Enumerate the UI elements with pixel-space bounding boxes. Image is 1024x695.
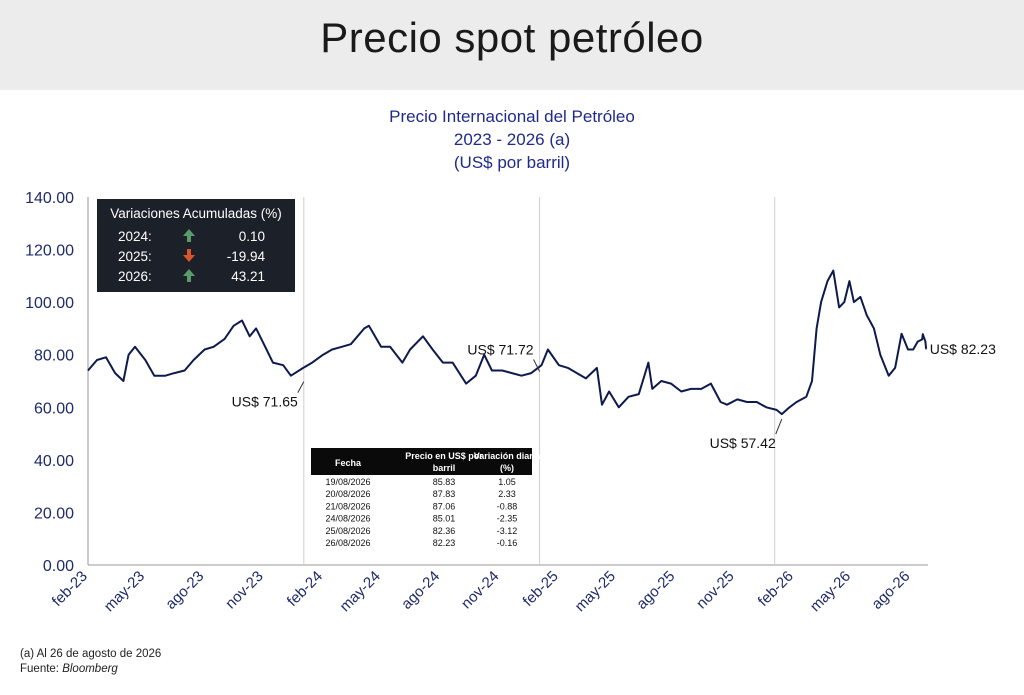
table-cell-change: -0.16 bbox=[497, 538, 518, 548]
x-tick-label: ago-25 bbox=[633, 568, 678, 613]
price-annotation: US$ 57.42 bbox=[710, 435, 776, 451]
table-row: 19/08/2026 85.83 1.05 bbox=[325, 477, 515, 487]
variation-value: 0.10 bbox=[239, 229, 265, 244]
header-bar: Precio spot petróleo bbox=[0, 0, 1024, 90]
table-cell-date: 26/08/2026 bbox=[325, 538, 370, 548]
x-tick-label: ago-24 bbox=[398, 568, 443, 613]
price-table-header-change: Variación diaria bbox=[474, 451, 542, 461]
table-cell-date: 25/08/2026 bbox=[325, 526, 370, 536]
price-annotation: US$ 71.65 bbox=[232, 394, 298, 410]
x-tick-label: ago-23 bbox=[162, 568, 207, 613]
variation-year: 2026: bbox=[118, 269, 152, 284]
table-cell-change: -3.12 bbox=[497, 526, 518, 536]
x-tick-label: may-23 bbox=[101, 568, 148, 615]
x-tick-label: ago-26 bbox=[868, 568, 913, 613]
source-label: Fuente: bbox=[20, 663, 63, 675]
y-tick-label: 0.00 bbox=[43, 558, 74, 575]
arrow-down-icon bbox=[183, 249, 195, 262]
variations-box: Variaciones Acumuladas (%) 2024: 0.10 2025:… bbox=[97, 199, 295, 292]
variation-year: 2025: bbox=[118, 249, 152, 264]
table-cell-price: 85.83 bbox=[433, 477, 456, 487]
table-cell-price: 82.36 bbox=[433, 526, 456, 536]
price-table-header-price: Precio en US$ por bbox=[405, 451, 483, 461]
annotation-leader-line bbox=[533, 359, 541, 372]
table-cell-price: 87.83 bbox=[433, 489, 456, 499]
x-tick-label: may-26 bbox=[807, 568, 854, 615]
y-tick-label: 120.00 bbox=[25, 243, 74, 260]
table-cell-date: 19/08/2026 bbox=[325, 477, 370, 487]
price-annotation: US$ 82.23 bbox=[930, 341, 996, 357]
table-row: 21/08/2026 87.06 -0.88 bbox=[325, 501, 517, 511]
table-cell-date: 21/08/2026 bbox=[325, 501, 370, 511]
annotation-leader-line bbox=[775, 418, 783, 435]
price-table-header-price: barril bbox=[433, 463, 456, 473]
table-row: 25/08/2026 82.36 -3.12 bbox=[325, 526, 517, 536]
price-table-header-bg bbox=[311, 448, 532, 475]
table-cell-price: 82.23 bbox=[433, 538, 456, 548]
price-table: Fecha Precio en US$ por barril Variación di… bbox=[311, 448, 541, 548]
variation-value: 43.21 bbox=[231, 269, 265, 284]
variations-box-title: Variaciones Acumuladas (%) bbox=[110, 206, 282, 221]
chart-unit-label: (US$ por barril) bbox=[453, 153, 571, 172]
price-table-header-change: (%) bbox=[500, 463, 514, 473]
x-tick-label: nov-23 bbox=[222, 568, 266, 612]
y-tick-label: 100.00 bbox=[25, 295, 74, 312]
footnote-source: Fuente: Bloomberg bbox=[20, 663, 118, 675]
price-annotation: US$ 71.72 bbox=[467, 341, 533, 357]
source-name: Bloomberg bbox=[62, 663, 118, 675]
variation-year: 2024: bbox=[118, 229, 152, 244]
x-tick-label: nov-25 bbox=[693, 568, 737, 612]
page-title: Precio spot petróleo bbox=[320, 14, 704, 61]
price-series-line bbox=[87, 269, 928, 416]
footnote-date: (a) Al 26 de agosto de 2026 bbox=[20, 648, 162, 660]
x-tick-label: may-25 bbox=[572, 568, 619, 615]
variation-value: -19.94 bbox=[227, 249, 266, 264]
y-tick-label: 80.00 bbox=[34, 348, 74, 365]
x-tick-label: may-24 bbox=[337, 568, 384, 615]
x-tick-label: nov-24 bbox=[458, 568, 502, 612]
chart-subtitle: 2023 - 2026 (a) bbox=[453, 130, 571, 149]
table-cell-price: 85.01 bbox=[433, 514, 456, 524]
variations-box-bg bbox=[97, 199, 295, 292]
table-cell-change: 2.33 bbox=[498, 489, 516, 499]
table-row: 26/08/2026 82.23 -0.16 bbox=[325, 538, 517, 548]
y-tick-label: 40.00 bbox=[34, 453, 74, 470]
x-tick-label: feb-24 bbox=[284, 568, 326, 610]
y-tick-label: 60.00 bbox=[34, 400, 74, 417]
y-tick-label: 20.00 bbox=[34, 505, 74, 522]
x-tick-label: feb-25 bbox=[520, 568, 562, 610]
table-cell-change: 1.05 bbox=[498, 477, 516, 487]
arrow-up-icon bbox=[183, 229, 195, 242]
chart-title: Precio Internacional del Petróleo bbox=[389, 107, 635, 126]
table-cell-change: -2.35 bbox=[497, 514, 518, 524]
arrow-up-icon bbox=[183, 269, 195, 282]
table-cell-date: 24/08/2026 bbox=[325, 514, 370, 524]
price-table-header: Fecha bbox=[335, 458, 362, 468]
table-row: 20/08/2026 87.83 2.33 bbox=[325, 489, 515, 499]
y-tick-label: 140.00 bbox=[25, 190, 74, 207]
table-cell-date: 20/08/2026 bbox=[325, 489, 370, 499]
table-cell-change: -0.88 bbox=[497, 501, 518, 511]
table-row: 24/08/2026 85.01 -2.35 bbox=[325, 514, 517, 524]
x-tick-label: feb-26 bbox=[755, 568, 797, 610]
annotation-leader-line bbox=[297, 381, 305, 393]
table-cell-price: 87.06 bbox=[433, 501, 456, 511]
